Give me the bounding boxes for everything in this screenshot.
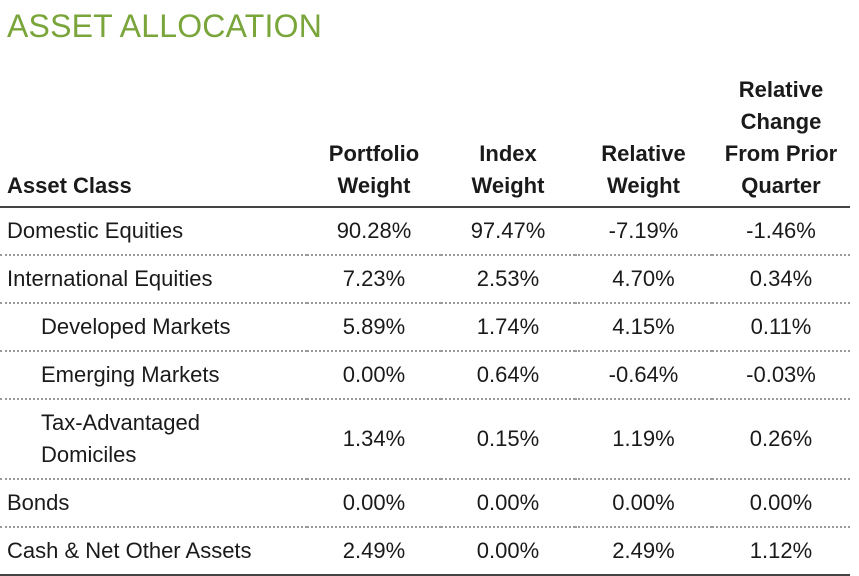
relative-weight-cell: 0.00% bbox=[575, 479, 712, 528]
asset-class-label: International Equities bbox=[7, 266, 213, 291]
header-portfolio-weight: Portfolio Weight bbox=[307, 74, 441, 208]
header-line: Weight bbox=[607, 173, 680, 198]
relative-weight-cell: -0.64% bbox=[575, 351, 712, 400]
asset-allocation-table: Asset Class Portfolio Weight Index Weigh… bbox=[0, 74, 850, 576]
header-line: Relative bbox=[738, 77, 824, 102]
asset-class-label: Domiciles bbox=[41, 442, 137, 467]
index-weight-cell: 0.15% bbox=[441, 399, 575, 480]
asset-class-label: Bonds bbox=[7, 490, 70, 515]
header-line: From Prior bbox=[724, 141, 838, 166]
asset-class-cell: International Equities bbox=[0, 255, 307, 304]
header-line: Asset Class bbox=[7, 173, 132, 198]
header-relative-weight: Relative Weight bbox=[575, 74, 712, 208]
portfolio-weight-cell: 1.34% bbox=[307, 399, 441, 480]
header-line: Relative bbox=[601, 141, 686, 166]
table-row: International Equities 7.23% 2.53% 4.70%… bbox=[0, 255, 850, 304]
page-title: ASSET ALLOCATION bbox=[7, 8, 323, 44]
relative-weight-cell: 1.19% bbox=[575, 399, 712, 480]
asset-class-cell: Developed Markets bbox=[0, 303, 307, 352]
asset-class-cell: Domestic Equities bbox=[0, 207, 307, 256]
relative-weight-cell: 4.15% bbox=[575, 303, 712, 352]
portfolio-weight-cell: 2.49% bbox=[307, 527, 441, 576]
relative-weight-cell: 4.70% bbox=[575, 255, 712, 304]
header-line: Change bbox=[740, 109, 822, 134]
asset-class-cell: Emerging Markets bbox=[0, 351, 307, 400]
index-weight-cell: 1.74% bbox=[441, 303, 575, 352]
header-relative-change: Relative Change From Prior Quarter bbox=[712, 74, 850, 208]
table-row: Cash & Net Other Assets 2.49% 0.00% 2.49… bbox=[0, 527, 850, 576]
header-index-weight: Index Weight bbox=[441, 74, 575, 208]
portfolio-weight-cell: 5.89% bbox=[307, 303, 441, 352]
relative-weight-cell: -7.19% bbox=[575, 207, 712, 256]
header-line: Portfolio bbox=[328, 141, 420, 166]
portfolio-weight-cell: 90.28% bbox=[307, 207, 441, 256]
table-row: Developed Markets 5.89% 1.74% 4.15% 0.11… bbox=[0, 303, 850, 352]
relative-change-cell: -0.03% bbox=[712, 351, 850, 400]
asset-class-label: Cash & Net Other Assets bbox=[7, 538, 252, 563]
relative-change-cell: -1.46% bbox=[712, 207, 850, 256]
portfolio-weight-cell: 0.00% bbox=[307, 351, 441, 400]
header-line: Weight bbox=[471, 173, 545, 198]
header-line: Index bbox=[479, 141, 537, 166]
index-weight-cell: 2.53% bbox=[441, 255, 575, 304]
index-weight-cell: 0.00% bbox=[441, 479, 575, 528]
index-weight-cell: 0.64% bbox=[441, 351, 575, 400]
portfolio-weight-cell: 0.00% bbox=[307, 479, 441, 528]
asset-class-cell: Bonds bbox=[0, 479, 307, 528]
relative-change-cell: 0.11% bbox=[712, 303, 850, 352]
table-row: Tax-Advantaged Domiciles 1.34% 0.15% 1.1… bbox=[0, 399, 850, 480]
asset-class-label: Developed Markets bbox=[41, 314, 231, 339]
asset-class-label: Emerging Markets bbox=[41, 362, 220, 387]
header-asset-class: Asset Class bbox=[0, 74, 307, 208]
asset-class-cell: Tax-Advantaged Domiciles bbox=[0, 399, 307, 480]
asset-class-label: Domestic Equities bbox=[7, 218, 184, 243]
portfolio-weight-cell: 7.23% bbox=[307, 255, 441, 304]
table-row: Bonds 0.00% 0.00% 0.00% 0.00% bbox=[0, 479, 850, 528]
relative-weight-cell: 2.49% bbox=[575, 527, 712, 576]
header-line: Quarter bbox=[741, 173, 821, 198]
index-weight-cell: 97.47% bbox=[441, 207, 575, 256]
header-line: Weight bbox=[337, 173, 411, 198]
asset-class-label: Tax-Advantaged bbox=[41, 410, 200, 435]
relative-change-cell: 0.00% bbox=[712, 479, 850, 528]
table-row: Domestic Equities 90.28% 97.47% -7.19% -… bbox=[0, 207, 850, 256]
relative-change-cell: 1.12% bbox=[712, 527, 850, 576]
relative-change-cell: 0.34% bbox=[712, 255, 850, 304]
relative-change-cell: 0.26% bbox=[712, 399, 850, 480]
header-row: Asset Class Portfolio Weight Index Weigh… bbox=[0, 74, 850, 208]
index-weight-cell: 0.00% bbox=[441, 527, 575, 576]
table-row: Emerging Markets 0.00% 0.64% -0.64% -0.0… bbox=[0, 351, 850, 400]
asset-class-cell: Cash & Net Other Assets bbox=[0, 527, 307, 576]
